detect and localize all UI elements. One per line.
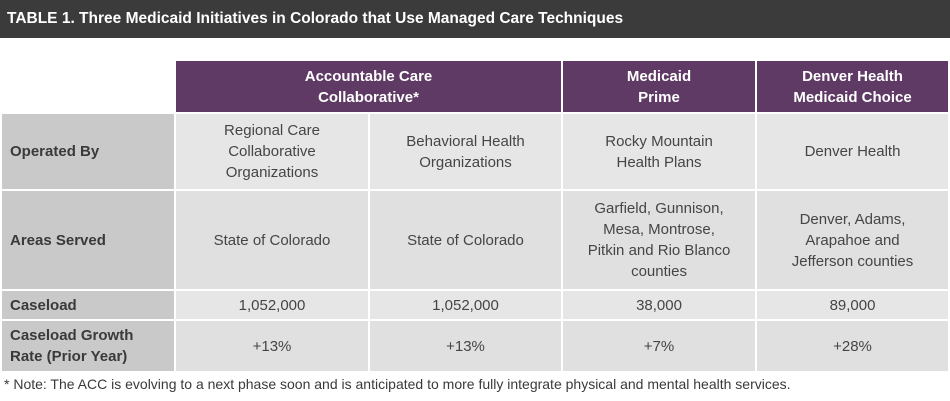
cell-growth-acc-bho: +13% xyxy=(367,319,564,373)
cell-areas-served-prime: Garfield, Gunnison, Mesa, Montrose, Pitk… xyxy=(561,189,758,291)
row-label-caseload: Caseload xyxy=(0,289,176,321)
cell-caseload-prime: 38,000 xyxy=(561,289,758,321)
cell-operated-by-acc-bho: Behavioral Health Organizations xyxy=(367,112,564,191)
cell-areas-served-acc-bho: State of Colorado xyxy=(367,189,564,291)
table-row: Caseload 1,052,000 1,052,000 38,000 89,0… xyxy=(0,289,950,321)
cell-caseload-acc-bho: 1,052,000 xyxy=(367,289,564,321)
row-label-caseload-growth-rate: Caseload Growth Rate (Prior Year) xyxy=(0,319,176,373)
cell-growth-denver: +28% xyxy=(755,319,950,373)
table-title: TABLE 1. Three Medicaid Initiatives in C… xyxy=(0,0,950,38)
medicaid-initiatives-table: Accountable Care Collaborative* Medicaid… xyxy=(0,59,950,373)
cell-operated-by-acc-rcco: Regional Care Collaborative Organization… xyxy=(174,112,370,191)
table-row: Operated By Regional Care Collaborative … xyxy=(0,112,950,191)
header-corner xyxy=(0,59,176,114)
cell-caseload-denver: 89,000 xyxy=(755,289,950,321)
table-row: Areas Served State of Colorado State of … xyxy=(0,189,950,291)
cell-caseload-acc-rcco: 1,052,000 xyxy=(174,289,370,321)
row-label-operated-by: Operated By xyxy=(0,112,176,191)
header-denver-health-medicaid-choice: Denver Health Medicaid Choice xyxy=(755,59,950,114)
cell-areas-served-denver: Denver, Adams, Arapahoe and Jefferson co… xyxy=(755,189,950,291)
table-row: Caseload Growth Rate (Prior Year) +13% +… xyxy=(0,319,950,373)
header-row: Accountable Care Collaborative* Medicaid… xyxy=(0,59,950,114)
cell-operated-by-prime: Rocky Mountain Health Plans xyxy=(561,112,758,191)
header-accountable-care-collaborative: Accountable Care Collaborative* xyxy=(173,59,564,114)
footnote: * Note: The ACC is evolving to a next ph… xyxy=(4,376,791,392)
row-label-areas-served: Areas Served xyxy=(0,189,176,291)
cell-operated-by-denver: Denver Health xyxy=(755,112,950,191)
cell-areas-served-acc-rcco: State of Colorado xyxy=(174,189,370,291)
header-medicaid-prime: Medicaid Prime xyxy=(561,59,758,114)
cell-growth-prime: +7% xyxy=(561,319,758,373)
cell-growth-acc-rcco: +13% xyxy=(174,319,370,373)
